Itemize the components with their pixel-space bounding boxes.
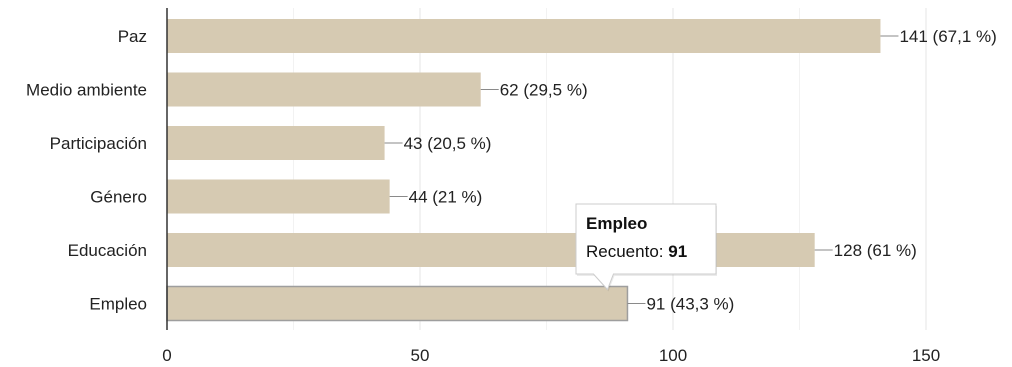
tooltip-count-value: 91 <box>668 242 687 261</box>
data-label: 141 (67,1 %) <box>899 27 996 46</box>
bar-participación[interactable] <box>167 126 385 160</box>
bar-educación[interactable] <box>167 233 815 267</box>
category-label: Paz <box>118 27 147 46</box>
bar-paz[interactable] <box>167 19 881 53</box>
x-tick-label: 100 <box>659 346 687 365</box>
tooltip-box <box>575 203 717 291</box>
data-label: 44 (21 %) <box>409 188 483 207</box>
tooltip-count-label: Recuento: <box>586 242 668 261</box>
data-label: 91 (43,3 %) <box>646 295 734 314</box>
tooltip-count: Recuento: 91 <box>586 242 687 261</box>
bar-género[interactable] <box>167 179 390 214</box>
x-tick-label: 150 <box>912 346 940 365</box>
bar-medio-ambiente[interactable] <box>167 72 481 107</box>
data-label: 62 (29,5 %) <box>500 81 588 100</box>
bar-empleo[interactable] <box>166 285 629 322</box>
category-label: Participación <box>50 134 147 153</box>
tooltip-title: Empleo <box>586 214 647 233</box>
x-tick-label: 50 <box>411 346 430 365</box>
category-label: Empleo <box>89 295 147 314</box>
category-label: Género <box>90 188 147 207</box>
x-tick-label: 0 <box>162 346 171 365</box>
data-label: 128 (61 %) <box>834 241 917 260</box>
category-label: Medio ambiente <box>26 81 147 100</box>
data-label: 43 (20,5 %) <box>404 134 492 153</box>
category-label: Educación <box>68 241 147 260</box>
